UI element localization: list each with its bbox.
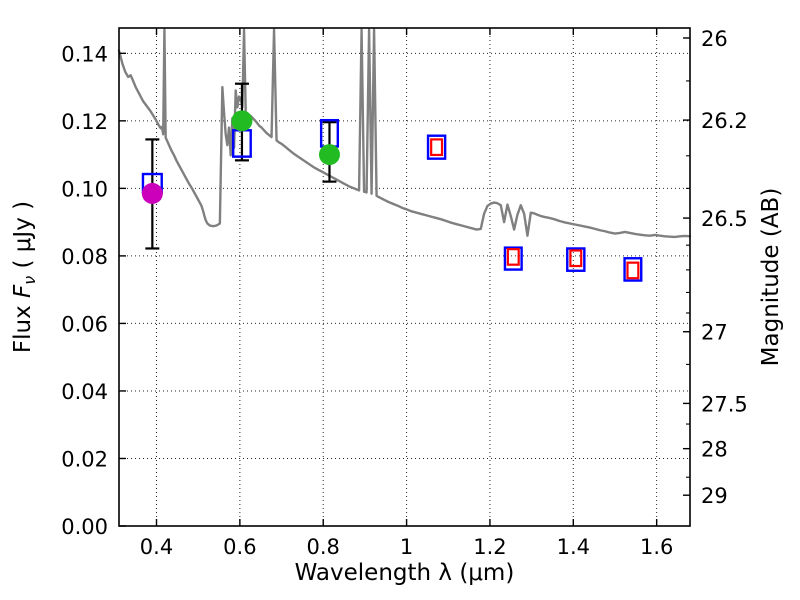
y2-tick-label: 29 [701, 484, 728, 508]
y2-tick-label: 26 [701, 27, 728, 51]
y2-tick-label: 28 [701, 438, 728, 462]
y-tick-label: 0.10 [61, 177, 108, 201]
observed-square-marker [503, 246, 523, 271]
y2-tick-label: 27.5 [701, 392, 748, 416]
green-circle-marker [318, 144, 340, 166]
y-axis-title-subscript: ν [20, 276, 39, 285]
x-tick-label: 1 [400, 535, 413, 559]
x-tick-label: 1.2 [473, 535, 506, 559]
y2-axis-title-group: Magnitude (AB) [758, 188, 784, 367]
axes-frame [118, 27, 691, 527]
y-axis-title-group: Flux Fν ( μJy ) [10, 201, 39, 353]
grid-lines [119, 28, 690, 526]
x-tick-label: 0.4 [140, 535, 173, 559]
y-tick-label: 0.04 [61, 380, 108, 404]
y2-tick-label: 27 [701, 321, 728, 345]
y-tick-label: 0.14 [61, 42, 108, 66]
photometry-markers-group [141, 110, 643, 282]
x-tick-label: 1.6 [640, 535, 673, 559]
y-axis-title: Flux Fν ( μJy ) [10, 201, 39, 353]
model-square-marker [626, 261, 640, 280]
y-axis-title-units: ( μJy ) [10, 201, 36, 276]
y-axis-title-symbol: F [10, 284, 36, 298]
tick-labels: 0.4 0.6 0.8 1 1.2 1.4 1.6 0.00 0.02 0.04 0.06 0.08 0… [61, 27, 748, 559]
magenta-circle-marker [141, 182, 163, 204]
x-axis-title: Wavelength λ (μm) [295, 560, 515, 586]
observed-square-marker [566, 247, 586, 272]
observed-square-marker [623, 257, 643, 282]
x-tick-label: 1.4 [557, 535, 590, 559]
green-circle-marker [231, 110, 253, 132]
plot-frame [118, 27, 691, 527]
error-bars-group [145, 82, 337, 250]
y-tick-label: 0.06 [61, 312, 108, 336]
model-square-marker [430, 138, 444, 157]
y2-axis-title: Magnitude (AB) [758, 188, 784, 367]
axis-titles: Wavelength λ (μm) Flux Fν ( μJy ) Magnitud… [10, 188, 784, 586]
y2-tick-label: 26.2 [701, 109, 748, 133]
model-spectrum-path [117, 28, 692, 239]
y-tick-label: 0.02 [61, 447, 108, 471]
x-tick-label: 0.8 [307, 535, 340, 559]
x-tick-label: 0.6 [223, 535, 256, 559]
y-tick-label: 0.12 [61, 110, 108, 134]
y-tick-label: 0.08 [61, 245, 108, 269]
model-spectrum-curve [117, 28, 692, 239]
model-square-marker [506, 248, 520, 266]
model-square-marker [569, 249, 583, 268]
y-tick-label: 0.00 [61, 515, 108, 539]
tick-marks [119, 28, 690, 527]
y2-tick-label: 26.5 [701, 207, 748, 231]
observed-square-marker [426, 134, 447, 160]
